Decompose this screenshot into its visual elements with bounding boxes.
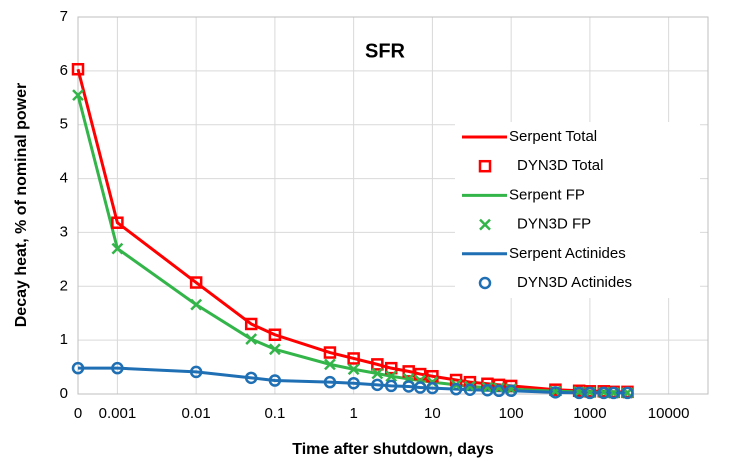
circle-marker: [463, 383, 477, 396]
x-marker: [111, 242, 124, 255]
square-marker: [71, 62, 85, 76]
circle-marker: [371, 378, 384, 392]
circle-marker: [607, 386, 620, 400]
x-marker: [245, 333, 258, 345]
legend-label: DYN3D Total: [517, 157, 603, 174]
circle-marker: [492, 384, 506, 398]
square-marker: [111, 216, 124, 229]
circle-marker: [549, 386, 562, 399]
plot-border: [77, 16, 709, 395]
circle-marker: [621, 386, 634, 400]
x-tick-label: 100: [499, 405, 524, 422]
x-marker: [493, 382, 505, 394]
x-tick-label: 10000: [648, 405, 690, 422]
square-marker: [384, 361, 398, 375]
circle-marker: [244, 371, 258, 385]
square-marker: [244, 317, 258, 331]
x-marker: [481, 381, 494, 394]
y-axis-label: Decay heat, % of nominal power: [13, 83, 30, 328]
legend-label: Serpent FP: [509, 186, 585, 203]
circle-marker: [111, 361, 124, 375]
square-marker: [268, 328, 282, 342]
legend-label: DYN3D Actinides: [517, 274, 632, 291]
x-axis-label: Time after shutdown, days: [292, 441, 494, 458]
x-tick-label: 10: [424, 405, 441, 422]
circle-marker: [583, 386, 597, 400]
square-marker: [492, 378, 506, 392]
y-tick-label: 7: [60, 8, 68, 25]
circle-marker: [449, 382, 463, 396]
x-tick-label: 1000: [573, 405, 606, 422]
y-tick-label: 6: [60, 62, 68, 79]
square-marker: [371, 358, 384, 371]
x-marker: [464, 380, 476, 393]
circle-marker: [413, 381, 427, 394]
legend-swatch: [478, 159, 492, 173]
circle-marker: [71, 361, 85, 375]
x-marker: [347, 363, 360, 376]
square-marker: [189, 276, 203, 289]
legend-background: [455, 122, 700, 298]
legend-label: Serpent Actinides: [509, 245, 626, 262]
circle-marker: [347, 376, 360, 390]
legend-swatch: [479, 218, 491, 231]
x-marker: [190, 298, 203, 311]
legend-label: Serpent Total: [509, 128, 597, 145]
legend-swatch: [478, 276, 492, 290]
x-tick-label: 0.1: [264, 405, 285, 422]
square-marker: [323, 346, 337, 359]
series-line: [78, 366, 628, 395]
x-marker: [72, 89, 84, 101]
y-tick-label: 3: [60, 223, 68, 240]
x-marker: [269, 343, 281, 356]
x-marker: [385, 370, 398, 383]
x-marker: [371, 367, 384, 380]
circle-marker: [402, 380, 415, 393]
x-tick-label: 0: [74, 405, 82, 422]
y-tick-label: 1: [60, 331, 68, 348]
y-tick-label: 4: [60, 170, 68, 187]
y-tick-label: 0: [60, 385, 68, 402]
x-tick-label: 1: [349, 405, 357, 422]
x-marker: [324, 358, 336, 371]
x-tick-label: 0.01: [182, 405, 211, 422]
x-tick-label: 0.001: [99, 405, 137, 422]
circle-marker: [481, 383, 494, 397]
circle-marker: [426, 381, 439, 395]
y-tick-label: 5: [60, 116, 68, 133]
circle-marker: [384, 379, 398, 393]
circle-marker: [189, 365, 203, 379]
circle-marker: [268, 374, 282, 387]
legend: Serpent Total DYN3D Total Serpent FP DYN3D …: [455, 122, 700, 298]
square-marker: [504, 379, 518, 393]
chart-annotation: SFR: [365, 40, 406, 62]
square-marker: [402, 365, 415, 378]
y-tick-label: 2: [60, 277, 68, 294]
legend-label: DYN3D FP: [517, 216, 591, 233]
circle-marker: [504, 384, 518, 398]
square-marker: [347, 352, 360, 365]
circle-marker: [323, 375, 337, 389]
